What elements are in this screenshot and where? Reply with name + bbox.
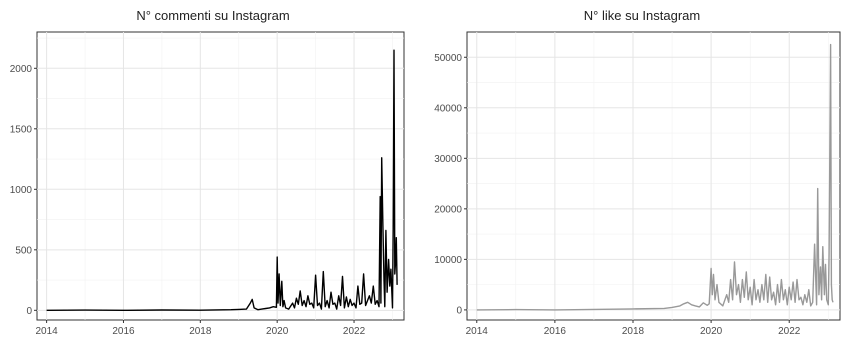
x-tick-label: 2020 — [266, 326, 289, 337]
series-line — [476, 43, 834, 311]
series-path — [476, 43, 834, 311]
x-tick-label: 2016 — [544, 326, 567, 337]
panel-likes: N° like su Instagram 2014 2016 2018 2020 202… — [434, 8, 841, 337]
y-tick-label: 2000 — [10, 64, 33, 75]
y-tick-label: 10000 — [434, 255, 462, 266]
x-tick-label: 2022 — [778, 326, 801, 337]
y-axis: 0 500 1000 1500 2000 — [10, 64, 37, 317]
minor-gridlines — [37, 32, 404, 320]
y-tick-label: 50000 — [434, 53, 462, 64]
y-tick-label: 500 — [15, 245, 32, 256]
y-tick-label: 0 — [26, 306, 32, 317]
y-axis: 0 10000 20000 30000 40000 50000 — [434, 53, 467, 316]
x-tick-label: 2018 — [189, 326, 212, 337]
y-tick-label: 1500 — [10, 124, 33, 135]
x-tick-label: 2020 — [700, 326, 723, 337]
x-axis: 2014 2016 2018 2020 2022 — [466, 320, 801, 337]
y-tick-label: 40000 — [434, 103, 462, 114]
y-tick-label: 20000 — [434, 204, 462, 215]
x-tick-label: 2022 — [343, 326, 366, 337]
y-tick-label: 30000 — [434, 154, 462, 165]
y-tick-label: 1000 — [10, 185, 33, 196]
x-tick-label: 2018 — [622, 326, 645, 337]
minor-gridlines — [467, 32, 840, 320]
x-tick-label: 2014 — [35, 326, 58, 337]
x-tick-label: 2016 — [112, 326, 135, 337]
plot-panel — [36, 31, 405, 321]
y-tick-label: 0 — [456, 305, 462, 316]
x-axis: 2014 2016 2018 2020 2022 — [35, 320, 366, 337]
plot-panel — [466, 31, 841, 321]
series-path — [46, 49, 398, 311]
chart-title: N° like su Instagram — [584, 8, 700, 23]
chart-title: N° commenti su Instagram — [136, 8, 289, 23]
series-line — [46, 49, 398, 311]
panel-comments: N° commenti su Instagram 2014 2016 2018 202… — [10, 8, 405, 337]
x-tick-label: 2014 — [466, 326, 489, 337]
